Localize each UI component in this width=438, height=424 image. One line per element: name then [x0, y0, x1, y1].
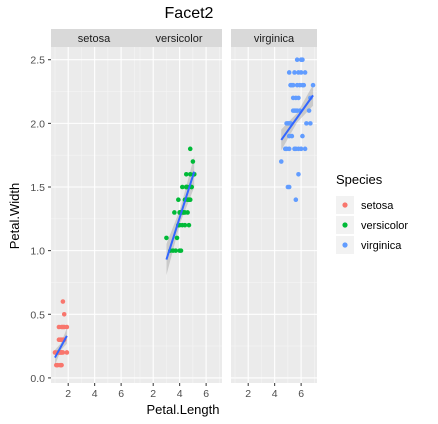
y-tick-label: 2.0	[30, 118, 45, 130]
y-tick-label: 1.0	[30, 246, 45, 258]
x-tick-label: 6	[298, 388, 304, 400]
data-point	[56, 337, 62, 343]
y-tick-label: 1.5	[30, 182, 45, 194]
data-point	[56, 324, 62, 330]
facet-strip-label: versicolor	[155, 33, 202, 45]
data-point	[174, 235, 180, 241]
x-tick-label: 2	[245, 388, 251, 400]
panel-background	[231, 47, 317, 383]
data-point	[301, 82, 307, 88]
x-tick-label: 4	[272, 388, 278, 400]
data-point	[297, 82, 303, 88]
x-tick-label: 4	[177, 388, 183, 400]
chart-title: Facet2	[165, 5, 214, 22]
data-point	[310, 82, 316, 88]
data-point	[300, 57, 305, 63]
data-point	[302, 70, 308, 75]
x-tick-label: 4	[92, 388, 98, 400]
data-point	[294, 57, 300, 63]
data-point	[282, 146, 288, 152]
fit-line	[280, 94, 314, 141]
legend-title: Species	[336, 172, 383, 187]
data-point	[180, 184, 185, 190]
y-tick-label: 0.5	[30, 309, 45, 321]
panel-background	[136, 47, 222, 383]
data-point	[293, 197, 299, 203]
data-point	[304, 121, 309, 126]
data-point	[180, 222, 185, 228]
data-point	[60, 299, 66, 304]
data-point	[187, 171, 193, 177]
data-point	[57, 362, 63, 368]
data-point	[296, 70, 301, 75]
x-tick-label: 6	[203, 388, 209, 400]
data-point	[164, 235, 169, 241]
data-point	[178, 248, 184, 253]
legend-marker-setosa	[342, 202, 348, 208]
y-axis: 0.0 0.5 1.0 1.5 2.0 2.5	[30, 55, 51, 385]
data-point	[60, 324, 66, 330]
fit-line	[54, 335, 68, 359]
data-point	[289, 133, 295, 139]
data-point	[61, 311, 67, 317]
data-point	[302, 146, 308, 152]
facet-panel-virginica: virginica 2 4 6	[231, 29, 317, 400]
facet-panel-setosa: setosa 2 4 6	[51, 29, 137, 400]
fit-line	[165, 171, 196, 260]
y-tick-label: 0.0	[30, 373, 45, 385]
facet-panel-versicolor: versicolor 2 4 6	[136, 29, 222, 400]
data-point	[173, 248, 178, 253]
facet-strip	[51, 29, 137, 47]
data-point	[292, 146, 297, 152]
data-point	[292, 70, 297, 75]
data-point	[186, 222, 192, 228]
facet-strip	[136, 29, 222, 47]
legend-label-setosa: setosa	[361, 200, 394, 212]
data-point	[296, 171, 301, 177]
legend-marker-virginica	[342, 242, 348, 248]
data-point	[308, 121, 313, 126]
facet-strip-label: setosa	[78, 33, 111, 45]
data-point	[278, 159, 284, 164]
x-tick-label: 2	[65, 388, 71, 400]
data-point	[290, 82, 296, 88]
facet-strip	[231, 29, 317, 47]
data-point	[306, 108, 312, 113]
legend-label-versicolor: versicolor	[361, 220, 408, 232]
data-point	[183, 171, 189, 177]
x-tick-label: 2	[150, 388, 156, 400]
data-point	[172, 210, 177, 215]
data-point	[290, 108, 296, 113]
data-point	[290, 95, 296, 101]
data-point	[284, 121, 289, 126]
data-point	[286, 184, 292, 190]
data-point	[64, 350, 70, 355]
data-point	[300, 133, 305, 139]
facet-strip-label: virginica	[254, 33, 295, 45]
data-point	[187, 146, 193, 152]
panel-background	[51, 47, 137, 383]
x-axis-title: Petal.Length	[146, 402, 219, 417]
y-axis-title: Petal.Width	[7, 183, 22, 249]
data-point	[183, 184, 189, 190]
legend: Species setosa versicolor virginica	[336, 172, 408, 254]
data-point	[64, 324, 70, 330]
data-point	[190, 159, 196, 164]
data-point	[286, 146, 292, 152]
y-tick-label: 2.5	[30, 55, 45, 67]
legend-label-virginica: virginica	[361, 240, 402, 252]
data-point	[286, 70, 292, 75]
legend-marker-versicolor	[342, 222, 348, 228]
facet-panels: setosa 2 4 6 versicolor 2 4 6 virginica 2 4 6	[51, 29, 317, 400]
data-point	[176, 197, 181, 203]
data-point	[298, 146, 304, 152]
x-tick-label: 6	[118, 388, 124, 400]
